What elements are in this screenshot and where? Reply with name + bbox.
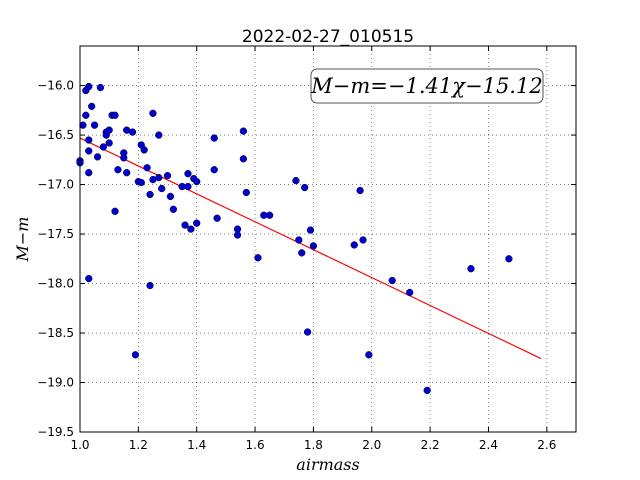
- data-point: [350, 241, 358, 249]
- y-tick-label: −19.0: [37, 376, 74, 390]
- data-point: [85, 169, 93, 177]
- data-point: [242, 188, 250, 197]
- y-tick-label: −17.5: [37, 227, 74, 241]
- x-tick-label: 1.6: [246, 438, 265, 452]
- y-axis-label: M−m: [13, 217, 32, 263]
- data-point: [166, 192, 175, 201]
- data-point: [309, 242, 318, 250]
- x-tick-label: 1.2: [129, 438, 148, 452]
- data-point: [90, 121, 99, 129]
- data-point: [155, 131, 163, 139]
- data-point: [128, 128, 137, 136]
- data-point: [137, 178, 145, 187]
- data-point: [82, 111, 90, 119]
- data-point: [254, 254, 262, 262]
- equation-annotation: M−m=−1.41χ−15.12: [310, 68, 544, 104]
- plot-frame: [79, 45, 577, 433]
- x-tick-label: 1.0: [70, 438, 89, 452]
- data-point: [423, 386, 431, 395]
- data-point: [292, 176, 300, 185]
- x-axis-label: airmass: [296, 455, 359, 474]
- equation-text: M−m=−1.41χ−15.12: [310, 74, 542, 98]
- data-point: [301, 183, 309, 192]
- data-point: [181, 221, 189, 229]
- data-point: [105, 139, 113, 147]
- data-point: [123, 169, 131, 177]
- y-tick-label: −16.0: [37, 79, 74, 93]
- data-point: [85, 274, 93, 283]
- data-point: [388, 276, 396, 285]
- x-tick-label: 1.4: [187, 438, 206, 452]
- data-point: [193, 219, 201, 227]
- data-point: [146, 190, 154, 199]
- data-point: [184, 170, 192, 178]
- data-point: [359, 236, 367, 244]
- data-point: [146, 281, 154, 290]
- data-point: [184, 182, 192, 191]
- data-point: [187, 225, 195, 233]
- data-point: [303, 328, 312, 336]
- data-point: [85, 82, 93, 91]
- equation-box: [310, 68, 544, 104]
- data-point: [85, 147, 93, 155]
- data-point: [298, 249, 306, 257]
- points-layer: [76, 82, 513, 395]
- x-tick-label: 2.2: [421, 438, 440, 452]
- chart-title: 2022-02-27_010515: [242, 27, 414, 47]
- data-point: [96, 83, 105, 92]
- data-point: [213, 214, 221, 222]
- data-point: [149, 109, 157, 117]
- data-point: [169, 205, 178, 213]
- data-point: [265, 211, 274, 219]
- data-point: [163, 172, 172, 180]
- data-point: [131, 351, 140, 359]
- x-tick-label: 2.4: [479, 438, 498, 452]
- data-point: [406, 288, 414, 297]
- x-tick-label: 1.8: [304, 438, 323, 452]
- data-point: [111, 111, 119, 119]
- data-point: [85, 136, 93, 144]
- data-point: [158, 184, 166, 193]
- y-tick-label: −18.5: [37, 326, 74, 340]
- data-point: [239, 155, 248, 163]
- data-point: [193, 177, 201, 186]
- y-tick-label: −18.0: [37, 277, 74, 291]
- y-tick-label: −17.0: [37, 178, 74, 192]
- data-point: [79, 121, 87, 129]
- data-point: [210, 134, 218, 142]
- data-point: [114, 166, 122, 174]
- x-tick-label: 2.6: [537, 438, 556, 452]
- data-point: [233, 231, 242, 239]
- data-point: [105, 126, 113, 134]
- data-point: [155, 173, 163, 182]
- data-point: [143, 164, 151, 172]
- data-point: [239, 127, 248, 135]
- y-tick-label: −16.5: [37, 128, 74, 142]
- data-point: [120, 154, 128, 162]
- data-point: [295, 236, 303, 244]
- data-point: [505, 255, 513, 263]
- tick-layer: 1.0 1.2 1.4 1.6 1.8 2.0 2.2 2.4 2.6 −16.0 −16.5 −17…: [37, 46, 576, 452]
- x-tick-label: 2.0: [362, 438, 381, 452]
- data-point: [356, 186, 364, 195]
- data-point: [365, 351, 373, 359]
- data-point: [88, 102, 96, 111]
- data-point: [93, 153, 102, 161]
- y-tick-label: −19.5: [37, 425, 74, 439]
- data-point: [306, 226, 315, 234]
- data-point: [111, 207, 119, 215]
- data-point: [467, 265, 475, 273]
- data-point: [210, 166, 218, 174]
- data-point: [140, 146, 148, 154]
- data-point: [99, 143, 107, 151]
